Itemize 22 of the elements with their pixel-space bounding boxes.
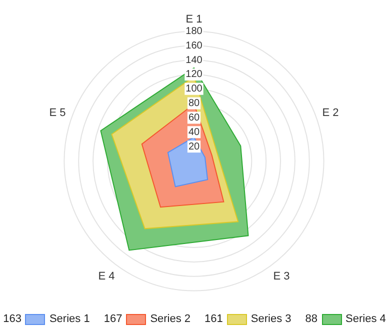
spoke-label: E 5 [49, 106, 66, 119]
spoke-label: E 2 [322, 106, 339, 119]
legend-label: Series 2 [150, 313, 191, 325]
y-tick-label: 20 [188, 141, 200, 152]
text: 161 [204, 313, 223, 325]
text: 167 [104, 313, 122, 325]
legend-label: Series 4 [346, 313, 386, 325]
legend-label: Series 3 [250, 313, 292, 325]
y-tick-label: 40 [188, 126, 200, 138]
legend-label: Series 1 [49, 313, 90, 325]
y-tick-label: 160 [186, 40, 203, 52]
y-tick-label: 180 [186, 26, 203, 37]
text: 163 [3, 313, 22, 325]
text: 88 [305, 313, 318, 325]
spoke-label: E 3 [273, 270, 290, 283]
y-tick-label: 60 [188, 112, 200, 124]
spoke-label: E 4 [98, 270, 115, 283]
y-tick-label: 120 [186, 69, 203, 80]
y-tick-label: 100 [186, 84, 203, 95]
y-tick-label: 80 [188, 98, 200, 110]
y-tick-label: 140 [186, 54, 203, 66]
spoke-label: E 1 [186, 14, 202, 26]
